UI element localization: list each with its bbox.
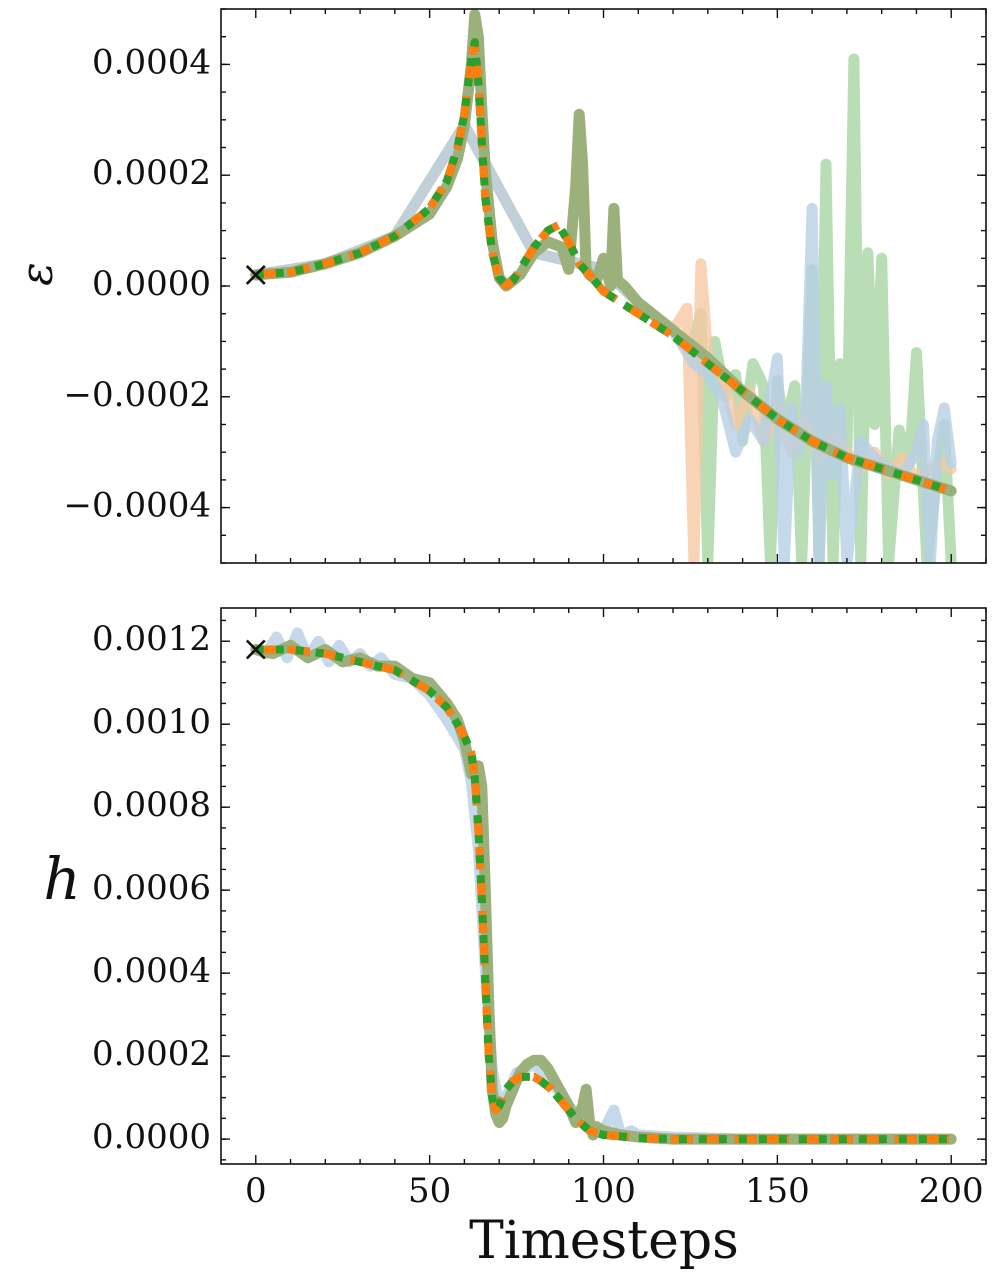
h-y-tick-label: 0.0002	[92, 1034, 211, 1074]
epsilon-y-tick-label: −0.0004	[64, 486, 211, 526]
h-y-tick-label: 0.0008	[92, 785, 211, 825]
h-x-tick-label: 0	[245, 1171, 267, 1211]
epsilon-panel: −0.0004 −0.0002 0.0000 0.0002 0.0004 ε	[12, 8, 987, 564]
epsilon-start-marker-x	[245, 265, 266, 285]
epsilon-y-axis-label: ε	[12, 262, 63, 286]
epsilon-y-tick-label: 0.0000	[92, 264, 211, 304]
epsilon-ticks: −0.0004 −0.0002 0.0000 0.0002 0.0004	[64, 8, 987, 564]
h-x-tick-label: 150	[745, 1171, 810, 1211]
h-ticks: 0.0000 0.0002 0.0004 0.0006 0.0008 0.0010 0.00…	[92, 608, 987, 1211]
h-plot-frame	[220, 607, 987, 1165]
epsilon-start-marker	[245, 265, 266, 285]
h-y-tick-label: 0.0012	[92, 619, 211, 659]
h-series-line-2	[250, 639, 957, 1145]
h-y-tick-label: 0.0006	[92, 868, 211, 908]
h-y-tick-label: 0.0010	[92, 702, 211, 742]
h-series-line-1	[250, 627, 957, 1145]
h-series-line-5	[255, 645, 952, 1144]
epsilon-y-tick-label: 0.0004	[92, 42, 211, 82]
h-y-tick-label: 0.0004	[92, 951, 211, 991]
epsilon-y-tick-label: 0.0002	[92, 153, 211, 193]
h-x-tick-label: 100	[571, 1171, 636, 1211]
h-series-line-4	[255, 645, 952, 1144]
h-x-tick-label: 200	[919, 1171, 984, 1211]
epsilon-series-line-7	[255, 38, 953, 495]
h-series-group	[250, 627, 957, 1145]
h-x-tick-label: 50	[408, 1171, 451, 1211]
h-y-tick-label: 0.0000	[92, 1117, 211, 1157]
h-series-line-3	[255, 645, 952, 1144]
h-start-marker-x	[245, 639, 266, 660]
h-start-marker	[245, 639, 266, 660]
h-panel: 0.0000 0.0002 0.0004 0.0006 0.0008 0.0010 0.00…	[43, 607, 987, 1271]
epsilon-series-group	[250, 9, 957, 563]
h-y-axis-label: h	[43, 845, 80, 913]
x-axis-label: Timesteps	[469, 1211, 739, 1271]
epsilon-y-tick-label: −0.0002	[64, 375, 211, 415]
